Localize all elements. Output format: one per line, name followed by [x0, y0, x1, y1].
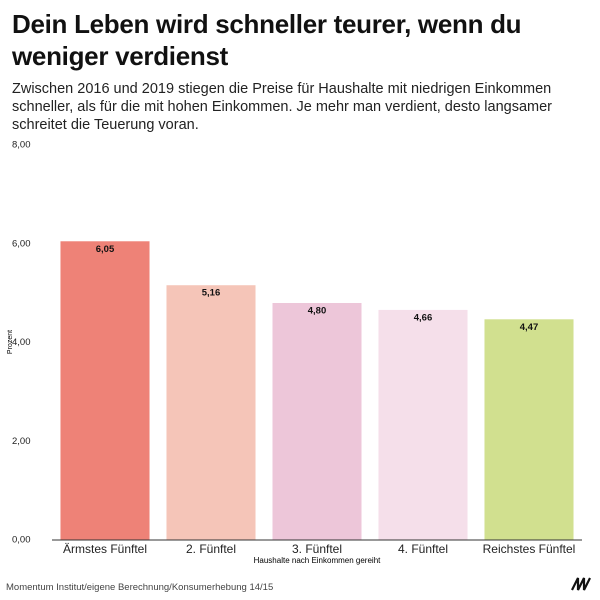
- x-tick-label: Reichstes Fünftel: [483, 542, 576, 556]
- logo: [571, 577, 591, 591]
- x-tick-label: 4. Fünftel: [398, 542, 448, 556]
- y-tick-label: 8,00: [12, 140, 31, 151]
- y-axis-label: Prozent: [7, 330, 14, 354]
- y-tick-label: 2,00: [12, 436, 31, 447]
- bar: [166, 285, 256, 540]
- chart-subtitle: Zwischen 2016 und 2019 stiegen die Preis…: [12, 81, 552, 133]
- y-tick-label: 6,00: [12, 238, 31, 249]
- bar: [378, 309, 468, 540]
- value-label: 4,47: [520, 322, 539, 333]
- value-label: 5,16: [202, 288, 221, 299]
- bar: [484, 319, 574, 540]
- x-axis-label: Haushalte nach Einkommen gereiht: [254, 556, 382, 565]
- bar: [272, 303, 362, 540]
- x-tick-label: 3. Fünftel: [292, 542, 342, 556]
- value-label: 4,66: [414, 312, 433, 323]
- x-tick-label: Ärmstes Fünftel: [63, 542, 147, 556]
- x-tick-label: 2. Fünftel: [186, 542, 236, 556]
- value-label: 4,80: [308, 306, 327, 317]
- chart-title: Dein Leben wird schneller teurer, wenn d…: [12, 9, 522, 71]
- value-label: 6,05: [96, 244, 115, 255]
- bar: [60, 241, 150, 540]
- y-tick-label: 0,00: [12, 535, 31, 546]
- source: Momentum Institut/eigene Berechnung/Kons…: [6, 582, 274, 593]
- y-tick-label: 4,00: [12, 337, 31, 348]
